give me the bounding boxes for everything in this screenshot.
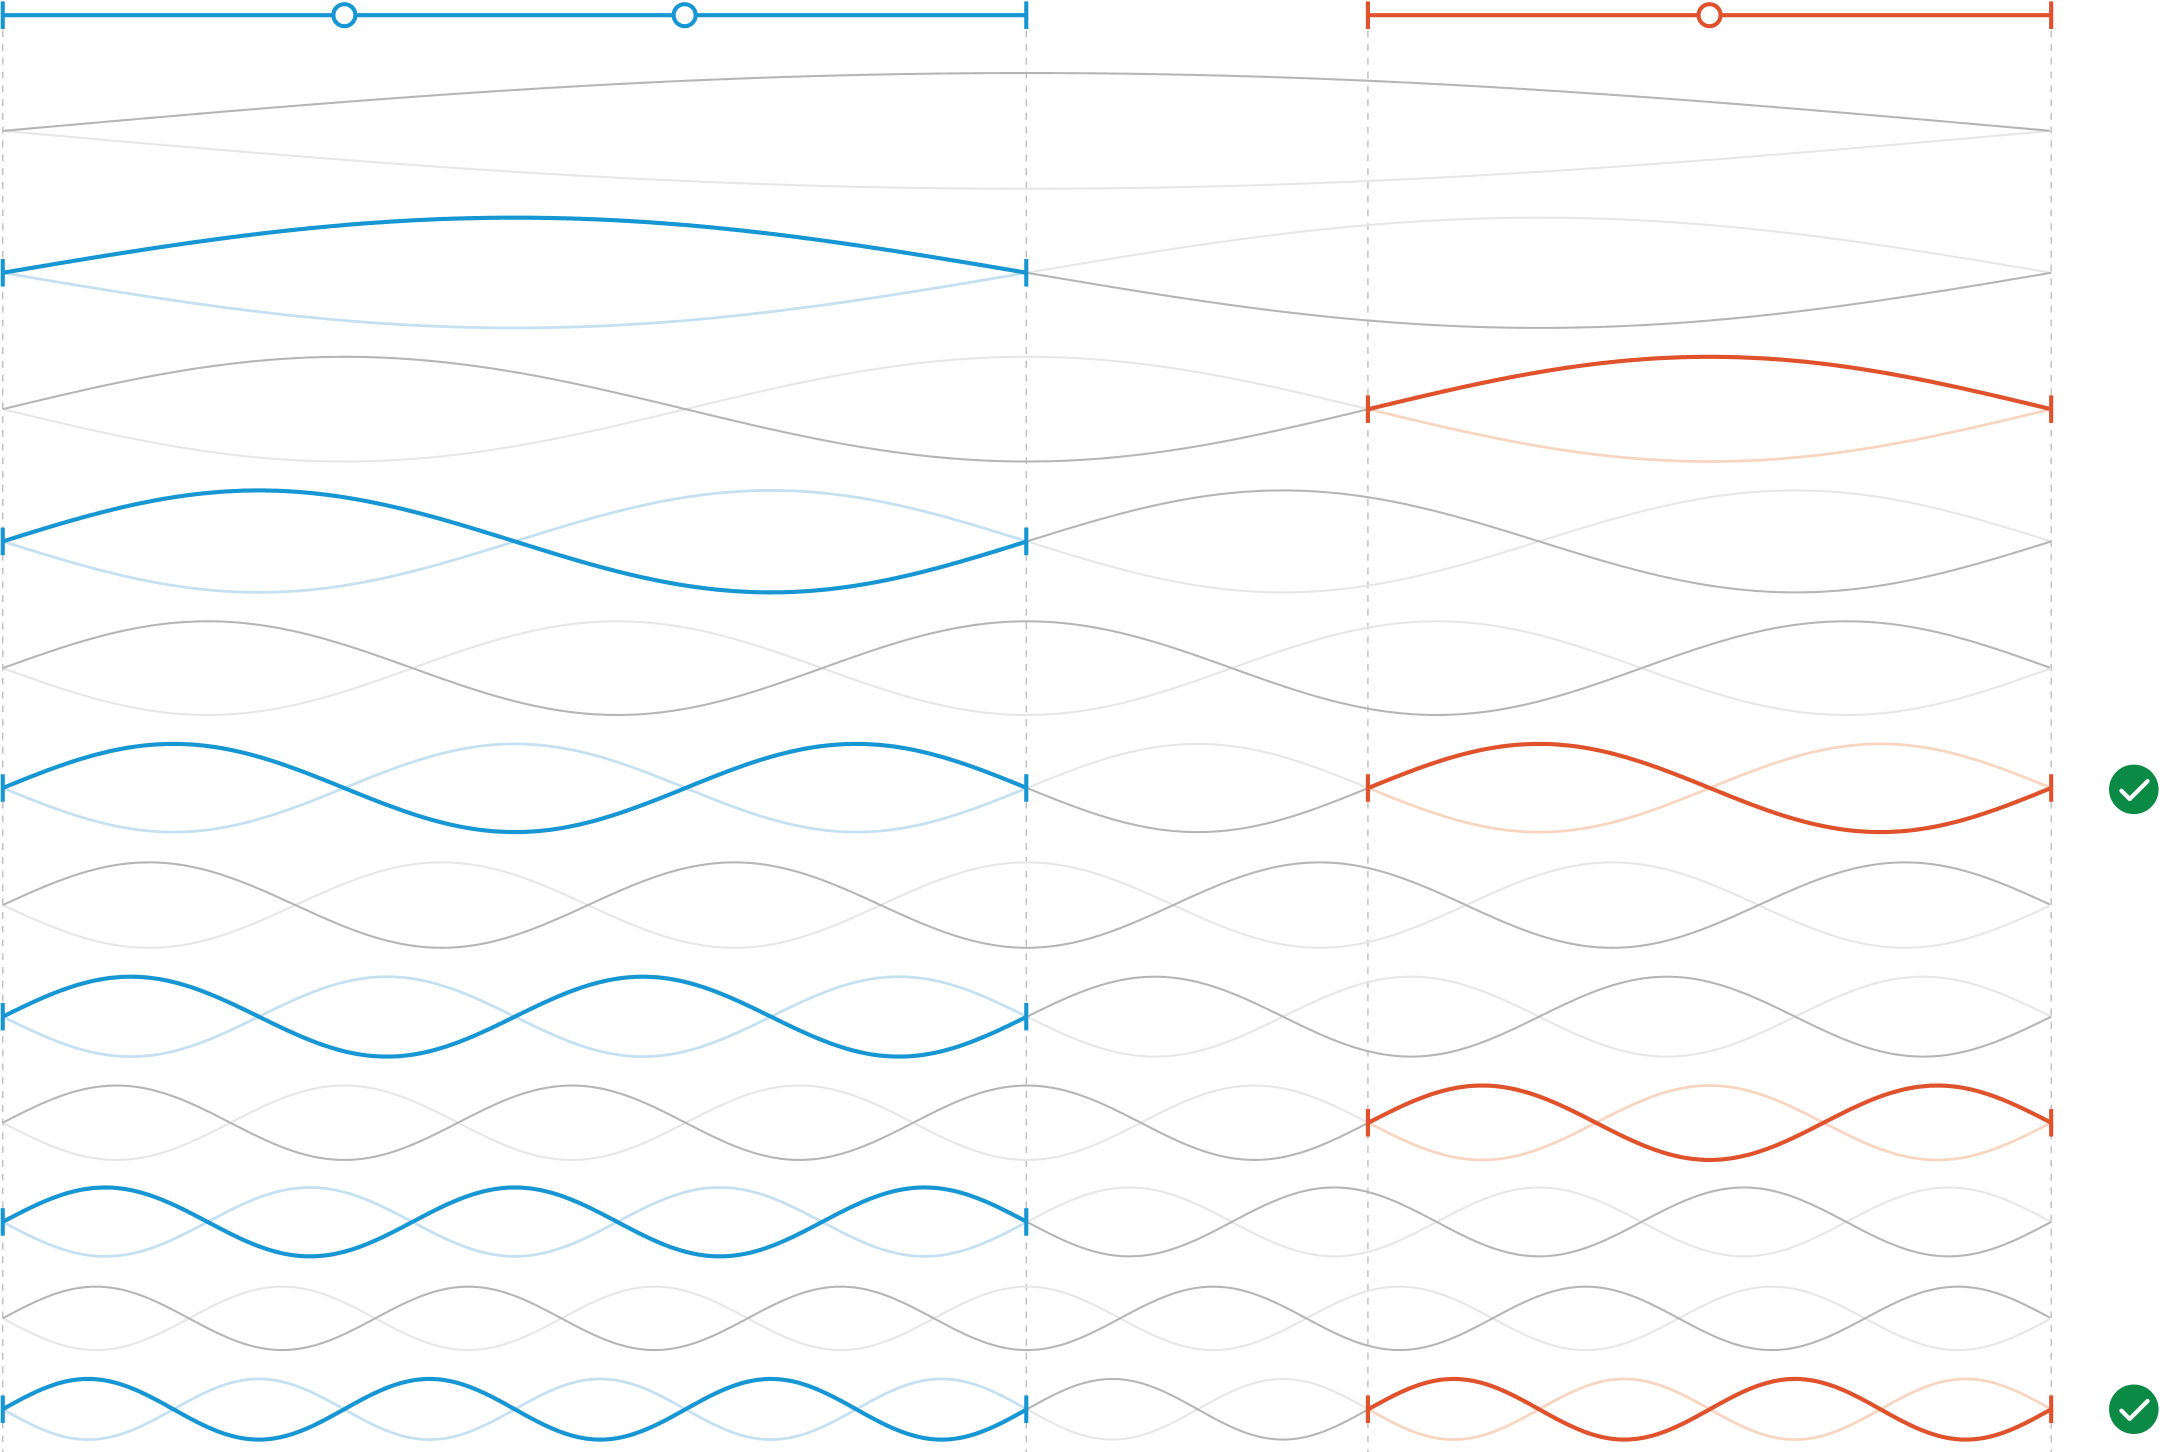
gray-wave-mirror: [2, 861, 2051, 949]
gray-wave: [1025, 786, 1369, 834]
guides: [2, 30, 2052, 1452]
waves: [0, 72, 2054, 1442]
node-marker: [331, 2, 358, 29]
orange-wave: [1366, 1376, 2053, 1442]
string-markers: [0, 1, 2054, 29]
gray-wave-mirror: [1026, 216, 2052, 274]
gray-wave: [1025, 975, 2052, 1058]
orange-wave: [1367, 354, 2052, 412]
gray-wave: [2, 72, 2050, 132]
check-icon: [2109, 1384, 2159, 1435]
gray-wave: [2, 1285, 2051, 1352]
gray-wave: [2, 861, 2051, 949]
gray-wave: [2, 620, 2051, 717]
blue-wave: [1, 974, 1026, 1059]
orange-wave-mirror: [1367, 407, 2052, 463]
check-mark: [2119, 1398, 2150, 1421]
gray-wave: [1025, 1377, 1369, 1441]
check-mark: [2119, 779, 2150, 802]
blue-wave: [2, 488, 1026, 595]
gray-wave: [1026, 271, 2052, 329]
gray-wave-mirror: [2, 129, 2050, 190]
orange-wave: [1366, 1083, 2053, 1162]
blue-wave-mirror: [2, 742, 1026, 834]
orange-wave-mirror: [1367, 1084, 2052, 1162]
gray-wave-mirror: [1025, 1186, 2052, 1258]
gray-wave: [2, 355, 1367, 463]
gray-wave: [1025, 489, 2052, 594]
orange-wave: [1367, 741, 2052, 835]
blue-wave: [1, 1185, 1026, 1259]
blue-wave: [2, 215, 1026, 275]
gray-wave: [1025, 1186, 2052, 1258]
gray-wave-mirror: [2, 620, 2051, 717]
gray-wave-mirror: [1025, 742, 1369, 790]
blue-wave: [1, 1376, 1026, 1442]
gray-wave: [2, 1084, 1368, 1161]
blue-wave: [1, 741, 1026, 835]
blue-wave-mirror: [2, 271, 1026, 330]
check-circle: [2109, 1384, 2159, 1435]
node-marker: [1696, 2, 1723, 29]
check-circle: [2109, 764, 2159, 815]
check-icon: [2109, 764, 2159, 815]
node-marker: [671, 2, 698, 29]
blue-wave-mirror: [2, 1186, 1026, 1258]
gray-wave-mirror: [2, 1285, 2051, 1352]
